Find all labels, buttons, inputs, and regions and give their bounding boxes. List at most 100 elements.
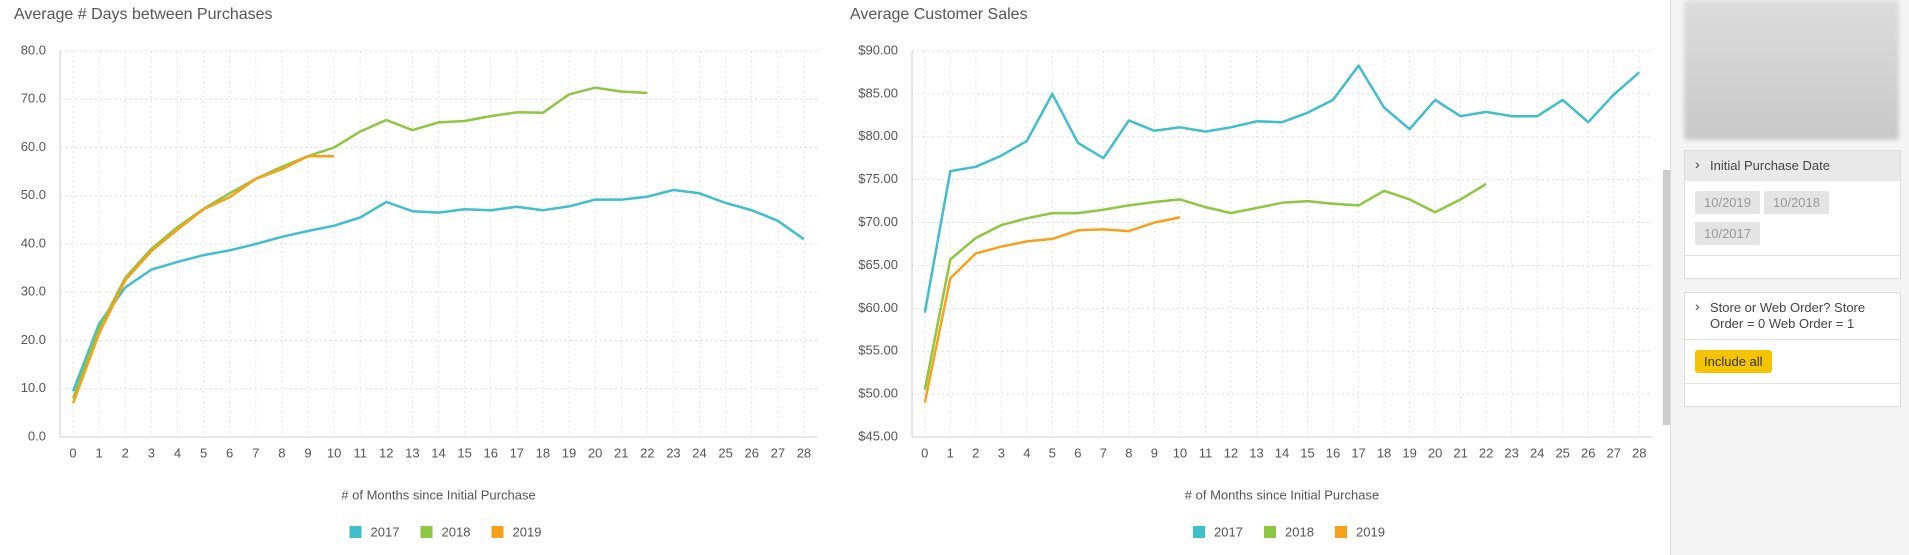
line-series: [923, 64, 1641, 313]
blurred-panel: [1684, 0, 1899, 140]
y-tick-label: 60.0: [21, 139, 46, 154]
x-tick-label: 23: [666, 445, 680, 460]
x-tick-label: 15: [1300, 445, 1314, 460]
x-tick-label: 5: [1049, 445, 1056, 460]
x-tick-label: 4: [1023, 445, 1030, 460]
x-tick-label: 4: [174, 445, 181, 460]
y-tick-label: $80.00: [858, 128, 898, 143]
x-tick-label: 21: [1453, 445, 1467, 460]
y-tick-label: $65.00: [858, 257, 898, 272]
legend-swatch: [491, 526, 504, 538]
x-tick-label: 3: [148, 445, 155, 460]
x-tick-label: 12: [1224, 445, 1238, 460]
y-tick-label: $55.00: [858, 343, 898, 358]
panel-footer: [1685, 383, 1900, 406]
x-tick-label: 9: [1151, 445, 1158, 460]
legend-label: 2017: [1214, 524, 1243, 539]
y-tick-label: $85.00: [858, 85, 898, 100]
line-series: [923, 182, 1487, 391]
y-tick-label: 20.0: [21, 332, 46, 347]
x-tick-label: 27: [1606, 445, 1620, 460]
x-tick-label: 2: [972, 445, 979, 460]
x-tick-label: 10: [1173, 445, 1187, 460]
x-axis-label: # of Months since Initial Purchase: [341, 487, 535, 502]
y-tick-label: $75.00: [858, 171, 898, 186]
x-tick-label: 20: [1428, 445, 1442, 460]
include-all-button[interactable]: Include all: [1695, 350, 1772, 373]
y-tick-label: 70.0: [21, 91, 46, 106]
x-tick-label: 20: [588, 445, 602, 460]
x-tick-label: 16: [483, 445, 497, 460]
chip[interactable]: 10/2017: [1695, 222, 1760, 245]
x-tick-label: 15: [457, 445, 471, 460]
x-tick-label: 25: [1555, 445, 1569, 460]
x-tick-label: 1: [947, 445, 954, 460]
x-tick-label: 10: [327, 445, 341, 460]
x-tick-label: 23: [1504, 445, 1518, 460]
y-tick-label: $90.00: [858, 42, 898, 57]
x-tick-label: 19: [562, 445, 576, 460]
x-tick-label: 19: [1402, 445, 1416, 460]
x-tick-label: 0: [69, 445, 76, 460]
x-tick-label: 13: [405, 445, 419, 460]
x-tick-label: 21: [614, 445, 628, 460]
x-tick-label: 11: [353, 445, 367, 460]
x-tick-label: 0: [921, 445, 928, 460]
line-series: [71, 86, 648, 399]
filter-panel: Store or Web Order? Store Order = 0 Web …: [1684, 292, 1901, 407]
line-series: [923, 216, 1181, 403]
legend-swatch: [349, 526, 362, 538]
chip[interactable]: 10/2018: [1764, 191, 1829, 214]
x-tick-label: 13: [1249, 445, 1263, 460]
y-tick-label: 40.0: [21, 235, 46, 250]
legend-label: 2019: [1356, 524, 1385, 539]
x-tick-label: 14: [1275, 445, 1289, 460]
legend-swatch: [420, 526, 433, 538]
x-tick-label: 5: [200, 445, 207, 460]
x-tick-label: 11: [1199, 445, 1213, 460]
filter-title[interactable]: Store or Web Order? Store Order = 0 Web …: [1685, 293, 1900, 340]
x-tick-label: 22: [1479, 445, 1493, 460]
scrollbar[interactable]: [1663, 170, 1670, 425]
filter-title[interactable]: Initial Purchase Date: [1685, 151, 1900, 181]
charts: Average # Days between Purchases 0.0 10.0 2…: [14, 6, 1652, 539]
x-tick-label: 28: [1632, 445, 1646, 460]
x-tick-label: 14: [431, 445, 445, 460]
x-tick-label: 18: [536, 445, 550, 460]
x-tick-label: 2: [122, 445, 129, 460]
y-tick-label: 30.0: [21, 284, 46, 299]
x-tick-label: 26: [1581, 445, 1595, 460]
sidebar: Initial Purchase Date 10/201910/201810/2…: [1670, 0, 1909, 555]
legend-swatch: [1193, 526, 1205, 538]
x-tick-label: 8: [1125, 445, 1132, 460]
y-tick-label: 80.0: [21, 42, 46, 57]
y-tick-label: $60.00: [858, 300, 898, 315]
x-tick-label: 17: [510, 445, 524, 460]
y-tick-label: $50.00: [858, 386, 898, 401]
x-tick-label: 28: [797, 445, 811, 460]
x-tick-label: 7: [252, 445, 259, 460]
x-tick-label: 18: [1377, 445, 1391, 460]
chip[interactable]: 10/2019: [1695, 191, 1760, 214]
legend-swatch: [1335, 526, 1347, 538]
x-tick-label: 24: [1530, 445, 1544, 460]
x-tick-label: 16: [1326, 445, 1340, 460]
x-tick-label: 1: [96, 445, 103, 460]
x-axis-label: # of Months since Initial Purchase: [1185, 487, 1379, 502]
chart-title: Average Customer Sales: [850, 6, 1028, 23]
filter-panel: Initial Purchase Date 10/201910/201810/2…: [1684, 150, 1901, 279]
x-tick-label: 22: [640, 445, 654, 460]
legend-label: 2019: [513, 524, 542, 539]
x-tick-label: 25: [718, 445, 732, 460]
x-tick-label: 9: [304, 445, 311, 460]
legend-label: 2017: [371, 524, 400, 539]
y-tick-label: $45.00: [858, 428, 898, 443]
x-tick-label: 24: [692, 445, 706, 460]
x-tick-label: 3: [998, 445, 1005, 460]
x-tick-label: 7: [1100, 445, 1107, 460]
y-tick-label: $70.00: [858, 214, 898, 229]
x-tick-label: 6: [226, 445, 233, 460]
y-tick-label: 50.0: [21, 187, 46, 202]
chip-list: 10/2019 10/201810/2017: [1685, 181, 1900, 255]
legend-label: 2018: [1285, 524, 1314, 539]
